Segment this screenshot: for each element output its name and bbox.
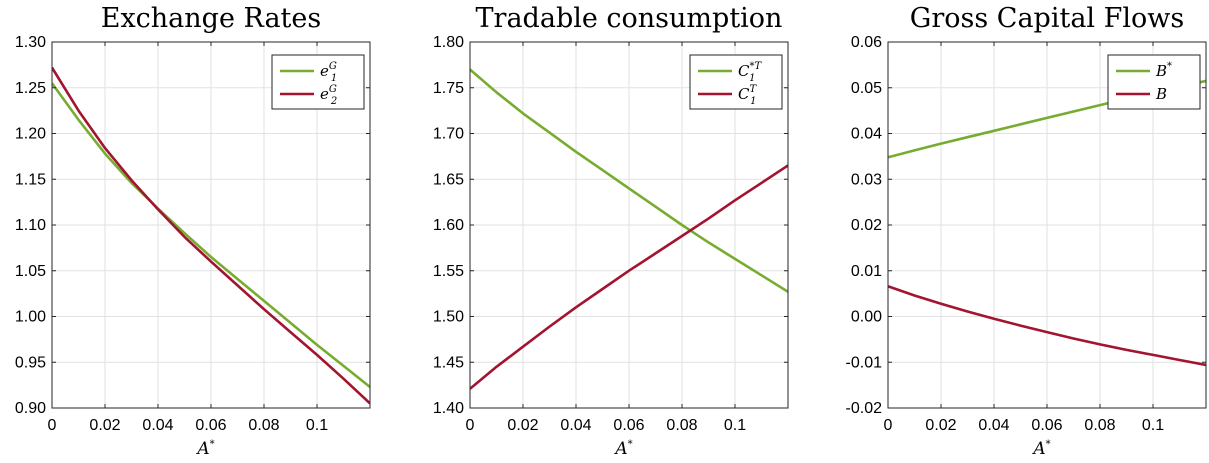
y-tick-label: 1.05: [15, 263, 46, 280]
x-axis-label: A*: [1031, 439, 1050, 459]
x-tick-label: 0.02: [507, 417, 538, 434]
y-tick-label: 0.00: [851, 309, 882, 326]
series-line-2: [470, 164, 788, 390]
chart-panel-3: 0 0.02 0.04 0.06 0.08 0.1 -0.02 -0.01 0.00 0.01 0.…: [846, 3, 1207, 459]
x-tick-label: 0.08: [1084, 417, 1115, 434]
legend-label: B: [1155, 85, 1167, 103]
legend: B*B: [1107, 54, 1201, 110]
chart-title: Tradable consumption: [476, 3, 783, 34]
legend-box: [271, 54, 365, 110]
x-tick-label: 0.06: [1031, 417, 1062, 434]
series-line-1: [52, 82, 370, 389]
series-line-2: [52, 66, 370, 405]
series-group: [470, 68, 788, 390]
y-tick-label: 0.06: [851, 34, 882, 51]
y-tick-label: 0.05: [851, 80, 882, 97]
legend-label-sub: 2: [330, 96, 337, 107]
y-tick-label: -0.01: [846, 354, 883, 371]
y-tick-label: 1.10: [15, 217, 46, 234]
x-tick-label: 0.08: [666, 417, 697, 434]
legend-label-sup: G: [329, 61, 337, 72]
y-tick-label: 1.25: [15, 80, 46, 97]
chart-panel-1: 0 0.02 0.04 0.06 0.08 0.1 0.90 0.95 1.00 1.05 1.10…: [15, 3, 371, 459]
y-tick-label: 1.75: [433, 80, 464, 97]
y-tick-label: -0.02: [846, 400, 883, 417]
legend-label-sup: G: [329, 84, 337, 95]
x-tick-label: 0.02: [925, 417, 956, 434]
y-tick-label: 1.65: [433, 171, 464, 188]
y-tick-label: 0.90: [15, 400, 46, 417]
legend-label-sub: 1: [331, 73, 337, 84]
x-tick-label: 0: [48, 417, 57, 434]
x-axis-label-sup: *: [210, 439, 215, 450]
legend-label-sub: 1: [750, 96, 756, 107]
y-tick-label: 1.80: [433, 34, 464, 51]
series-line-2: [888, 285, 1206, 367]
y-tick-label: 0.04: [851, 126, 882, 143]
x-tick-label: 0: [884, 417, 893, 434]
x-axis-label: A*: [613, 439, 632, 459]
series-line-1: [470, 68, 788, 293]
legend: eG 1eG 2: [271, 54, 365, 110]
y-tick-label: 0.95: [15, 354, 46, 371]
legend-label-sup: *: [1167, 61, 1172, 72]
y-tick-label: 1.15: [15, 171, 46, 188]
y-tick-label: 0.03: [851, 171, 882, 188]
x-tick-label: 0: [466, 417, 475, 434]
x-tick-label: 0.06: [613, 417, 644, 434]
y-tick-label: 1.50: [433, 309, 464, 326]
y-tick-label: 1.55: [433, 263, 464, 280]
x-axis-label-sup: *: [628, 439, 633, 450]
x-axis-label-sup: *: [1046, 439, 1051, 450]
chart-title: Exchange Rates: [101, 3, 322, 34]
legend-label: eG 2: [320, 84, 337, 107]
legend-label-sub: 1: [749, 73, 755, 84]
y-tick-label: 1.30: [15, 34, 46, 51]
x-tick-label: 0.04: [142, 417, 173, 434]
x-tick-label: 0.04: [560, 417, 591, 434]
y-tick-label: 1.60: [433, 217, 464, 234]
x-tick-label: 0.1: [724, 417, 746, 434]
legend: C*T 1CT 1: [689, 54, 783, 110]
x-tick-label: 0.1: [306, 417, 328, 434]
x-tick-label: 0.04: [978, 417, 1009, 434]
y-tick-label: 0.02: [851, 217, 882, 234]
y-tick-label: 1.70: [433, 126, 464, 143]
series-group: [52, 66, 370, 405]
legend-label-sup: *T: [749, 61, 762, 72]
chart-title: Gross Capital Flows: [910, 3, 1184, 34]
x-tick-label: 0.08: [248, 417, 279, 434]
y-tick-label: 1.20: [15, 126, 46, 143]
y-tick-label: 1.40: [433, 400, 464, 417]
legend-label: eG 1: [320, 61, 337, 84]
x-axis-label: A*: [195, 439, 214, 459]
x-tick-label: 0.06: [195, 417, 226, 434]
y-tick-label: 0.01: [851, 263, 882, 280]
y-tick-label: 1.00: [15, 309, 46, 326]
legend-label-sup: T: [749, 84, 757, 95]
x-tick-label: 0.02: [89, 417, 120, 434]
chart-panel-2: 0 0.02 0.04 0.06 0.08 0.1 1.40 1.45 1.50 1.55 1.60…: [433, 3, 789, 459]
x-tick-label: 0.1: [1142, 417, 1164, 434]
legend-box: [689, 54, 783, 110]
legend-box: [1107, 54, 1201, 110]
legend-label: CT 1: [738, 84, 757, 107]
y-tick-label: 1.45: [433, 354, 464, 371]
